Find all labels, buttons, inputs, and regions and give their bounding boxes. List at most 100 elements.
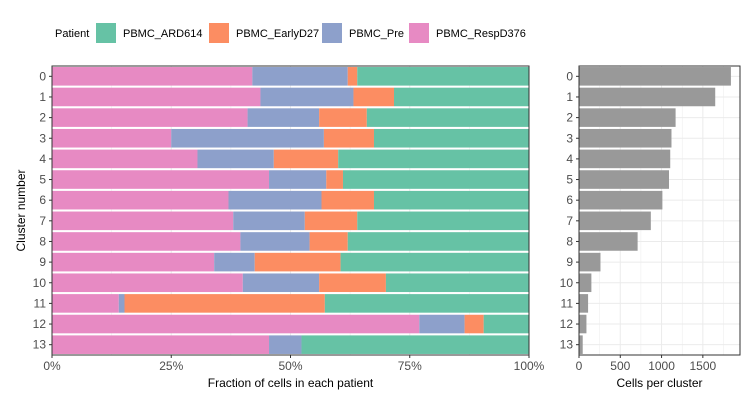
- bar-segment: [342, 170, 529, 189]
- x-axis-title: Cells per cluster: [616, 376, 702, 390]
- bar-segment: [301, 335, 529, 354]
- count-bar: [579, 87, 716, 107]
- bar-segment: [366, 108, 529, 127]
- x-tick-label: 1500: [689, 359, 716, 373]
- bar-segment: [347, 67, 358, 86]
- bar-segment: [260, 87, 354, 107]
- bar-segment: [52, 252, 215, 272]
- bar-segment: [52, 232, 241, 251]
- y-tick-label: 2: [39, 111, 46, 125]
- legend-title: Patient: [55, 28, 89, 40]
- y-tick-label: 10: [560, 276, 574, 290]
- bar-segment: [319, 108, 367, 127]
- y-tick-label: 1: [566, 90, 573, 104]
- panel-border: [51, 65, 530, 356]
- bar-segment: [373, 128, 529, 148]
- y-tick-label: 8: [39, 234, 46, 248]
- y-tick-label: 13: [560, 338, 574, 352]
- y-tick-label: 7: [39, 214, 46, 228]
- bar-segment: [304, 211, 358, 231]
- bar-segment: [394, 87, 529, 107]
- bar-segment: [483, 314, 529, 334]
- bar-segment: [338, 149, 529, 169]
- y-tick-label: 4: [566, 152, 573, 166]
- x-tick-label: 50%: [278, 359, 302, 373]
- y-tick-label: 0: [566, 69, 573, 83]
- y-tick-label: 9: [39, 255, 46, 269]
- bar-segment: [240, 232, 310, 251]
- count-bar: [579, 108, 676, 127]
- bar-segment: [52, 273, 243, 293]
- bar-segment: [385, 273, 529, 293]
- count-bar: [579, 294, 589, 313]
- count-bar: [579, 149, 671, 169]
- bar-segment: [52, 149, 198, 169]
- bar-segment: [273, 149, 339, 169]
- legend-key-swatch: [322, 23, 342, 43]
- bar-segment: [197, 149, 274, 169]
- bar-segment: [214, 252, 255, 272]
- y-tick-label: 6: [39, 193, 46, 207]
- bar-segment: [309, 232, 348, 251]
- bar-segment: [319, 273, 386, 293]
- y-tick-label: 2: [566, 111, 573, 125]
- bar-segment: [124, 294, 325, 313]
- bar-segment: [52, 335, 270, 354]
- x-axis-title: Fraction of cells in each patient: [208, 376, 374, 390]
- bar-segment: [269, 170, 327, 189]
- legend-key-swatch: [409, 23, 429, 43]
- count-bar: [579, 252, 601, 272]
- bar-segment: [254, 252, 341, 272]
- count-bar: [579, 67, 731, 86]
- legend-key-swatch: [209, 23, 229, 43]
- y-tick-label: 13: [33, 338, 47, 352]
- count-bar: [579, 273, 592, 293]
- count-bar: [579, 314, 587, 334]
- bar-segment: [52, 87, 261, 107]
- y-tick-label: 12: [560, 317, 574, 331]
- x-tick-label: 1000: [648, 359, 675, 373]
- y-tick-label: 4: [39, 152, 46, 166]
- y-tick-label: 5: [39, 173, 46, 187]
- bar-segment: [52, 294, 119, 313]
- legend: Patient PBMC_ARD614 PBMC_EarlyD27 PBMC_Pre P…: [55, 23, 526, 43]
- bar-segment: [340, 252, 529, 272]
- x-tick-label: 0%: [43, 359, 61, 373]
- bar-segment: [118, 294, 125, 313]
- count-bar: [579, 232, 638, 251]
- bar-segment: [247, 108, 320, 127]
- legend-key-swatch: [96, 23, 116, 43]
- legend-key-label: PBMC_Pre: [349, 28, 404, 40]
- y-tick-label: 10: [33, 276, 47, 290]
- y-tick-label: 6: [566, 193, 573, 207]
- y-tick-label: 3: [566, 131, 573, 145]
- bar-segment: [326, 170, 343, 189]
- x-tick-label: 100%: [514, 359, 545, 373]
- legend-key-label: PBMC_EarlyD27: [236, 28, 319, 40]
- bar-segment: [357, 211, 529, 231]
- bar-segment: [228, 190, 322, 210]
- bar-segment: [347, 232, 529, 251]
- bar-segment: [373, 190, 529, 210]
- bar-segment: [52, 190, 229, 210]
- y-tick-label: 5: [566, 173, 573, 187]
- bar-segment: [52, 170, 270, 189]
- stacked-bars: [52, 67, 529, 354]
- x-tick-label: 500: [610, 359, 630, 373]
- count-bar: [579, 190, 663, 210]
- count-bars: [579, 67, 731, 354]
- bar-segment: [419, 314, 465, 334]
- y-tick-label: 0: [39, 69, 46, 83]
- bar-segment: [52, 128, 172, 148]
- panel-border: [578, 65, 741, 356]
- count-bar: [579, 335, 583, 354]
- bar-segment: [323, 128, 374, 148]
- x-tick-label: 75%: [398, 359, 422, 373]
- bar-segment: [324, 294, 529, 313]
- bar-segment: [52, 314, 420, 334]
- count-bar: [579, 170, 669, 189]
- bar-segment: [269, 335, 302, 354]
